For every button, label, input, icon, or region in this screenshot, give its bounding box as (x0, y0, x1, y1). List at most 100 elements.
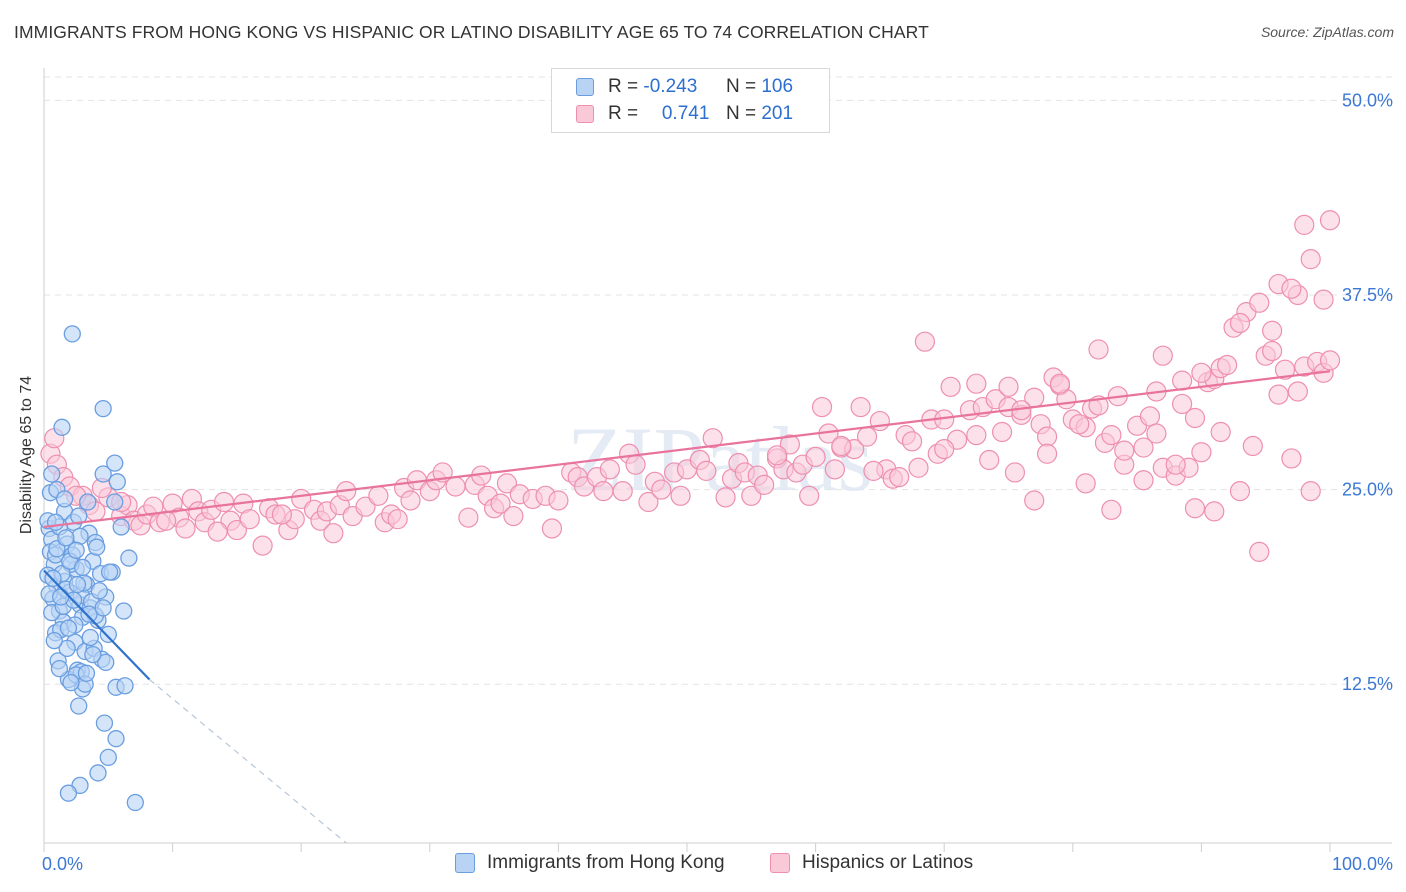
point-hispanic (901, 431, 923, 452)
point-hispanic (1075, 473, 1096, 494)
legend-n-label: N = (725, 103, 757, 124)
point-hispanic (856, 426, 878, 447)
point-hispanic (1262, 340, 1283, 362)
point-hispanic (1294, 214, 1315, 236)
legend-row-hispanic: R = 0.741 N = 201 (576, 101, 793, 127)
point-hong-kong (59, 619, 78, 637)
point-hispanic (1268, 384, 1289, 405)
point-hong-kong (63, 325, 81, 343)
point-hispanic (651, 479, 672, 500)
point-hong-kong (115, 602, 133, 620)
point-hispanic (1184, 407, 1206, 429)
point-hispanic (799, 485, 820, 506)
point-hispanic (1146, 423, 1167, 444)
point-hispanic (355, 496, 376, 517)
point-hong-kong (116, 677, 134, 695)
point-hong-kong (108, 473, 126, 491)
point-hong-kong (50, 659, 69, 678)
point-hispanic (490, 493, 511, 514)
legend-swatch-hong-kong (576, 78, 594, 96)
point-hispanic (766, 445, 788, 466)
point-hispanic (458, 507, 479, 528)
point-hispanic (1024, 490, 1045, 511)
legend-r-label: R = (608, 76, 639, 97)
point-hispanic (599, 459, 620, 480)
y-tick-label: 37.5% (1342, 285, 1393, 305)
point-hong-kong (77, 664, 96, 682)
trend-lines (43, 370, 1331, 844)
point-hispanic (1049, 373, 1071, 394)
point-hispanic (207, 521, 228, 542)
point-hispanic (1004, 462, 1026, 483)
point-hispanic (496, 473, 518, 494)
point-hispanic (741, 485, 762, 506)
legend: R = -0.243 N = 106 R = 0.741 N = 201 (551, 68, 830, 133)
point-hispanic (863, 460, 884, 481)
point-hispanic (1191, 442, 1212, 463)
point-hispanic (1262, 320, 1283, 341)
point-hispanic (625, 454, 646, 475)
point-hispanic (541, 518, 563, 539)
point-hispanic (966, 424, 987, 446)
point-hispanic (175, 518, 196, 539)
point-hispanic (1101, 424, 1122, 446)
point-hong-kong (62, 673, 80, 692)
point-hong-kong (67, 541, 85, 559)
point-hong-kong (89, 764, 107, 782)
point-hispanic (1191, 362, 1212, 383)
point-hong-kong (68, 575, 87, 594)
bottom-legend: Immigrants from Hong Kong Hispanics or L… (0, 852, 1406, 878)
point-hong-kong (95, 714, 114, 732)
y-tick-label: 25.0% (1342, 480, 1393, 500)
point-hispanic (1036, 443, 1058, 464)
point-hong-kong (58, 639, 76, 658)
legend-n-value: 106 (761, 76, 794, 97)
point-hispanic (1229, 481, 1251, 502)
point-hispanic (1172, 393, 1193, 415)
point-hispanic (966, 373, 987, 394)
point-hispanic (1217, 354, 1238, 376)
bottom-legend-swatch-hispanic (770, 853, 790, 873)
point-hispanic (271, 504, 293, 525)
point-hong-kong (45, 631, 63, 650)
x-tick-labels: 0.0% 100.0% (42, 854, 1393, 874)
point-hong-kong (59, 784, 78, 802)
point-hong-kong (53, 418, 71, 436)
point-hong-kong (73, 558, 92, 577)
point-hispanic (548, 490, 569, 511)
point-hong-kong (99, 625, 117, 644)
point-hispanic (1313, 289, 1334, 310)
point-hispanic (503, 505, 524, 527)
point-hispanic (696, 460, 717, 481)
point-hispanic (1184, 498, 1206, 519)
point-hispanic (979, 449, 1000, 471)
point-hong-kong (106, 493, 124, 511)
point-hispanic (638, 491, 659, 513)
point-hong-kong (52, 588, 70, 606)
point-hispanic (914, 331, 936, 352)
point-hong-kong (81, 628, 99, 647)
legend-r-value: 0.741 (661, 103, 710, 124)
y-axis-label: Disability Age 65 to 74 (18, 375, 35, 535)
point-hispanic (754, 474, 775, 496)
data-points (39, 210, 1341, 812)
point-hong-kong (99, 748, 117, 767)
point-hispanic (612, 481, 633, 502)
point-hong-kong (57, 529, 75, 547)
point-hispanic (1139, 406, 1161, 427)
point-hong-kong (79, 493, 97, 511)
point-hispanic (934, 439, 955, 460)
y-tick-label: 50.0% (1342, 90, 1393, 110)
point-hispanic (850, 396, 871, 418)
point-hong-kong (126, 793, 144, 812)
x-tick-label: 0.0% (42, 854, 83, 874)
source-label: Source: ZipAtlas.com (1260, 24, 1394, 40)
point-hispanic (213, 491, 235, 513)
point-hispanic (368, 485, 389, 506)
point-hispanic (1165, 454, 1186, 475)
point-hong-kong (112, 518, 130, 536)
point-hispanic (715, 487, 736, 508)
point-hispanic (1281, 278, 1302, 299)
point-hispanic (1204, 501, 1225, 522)
